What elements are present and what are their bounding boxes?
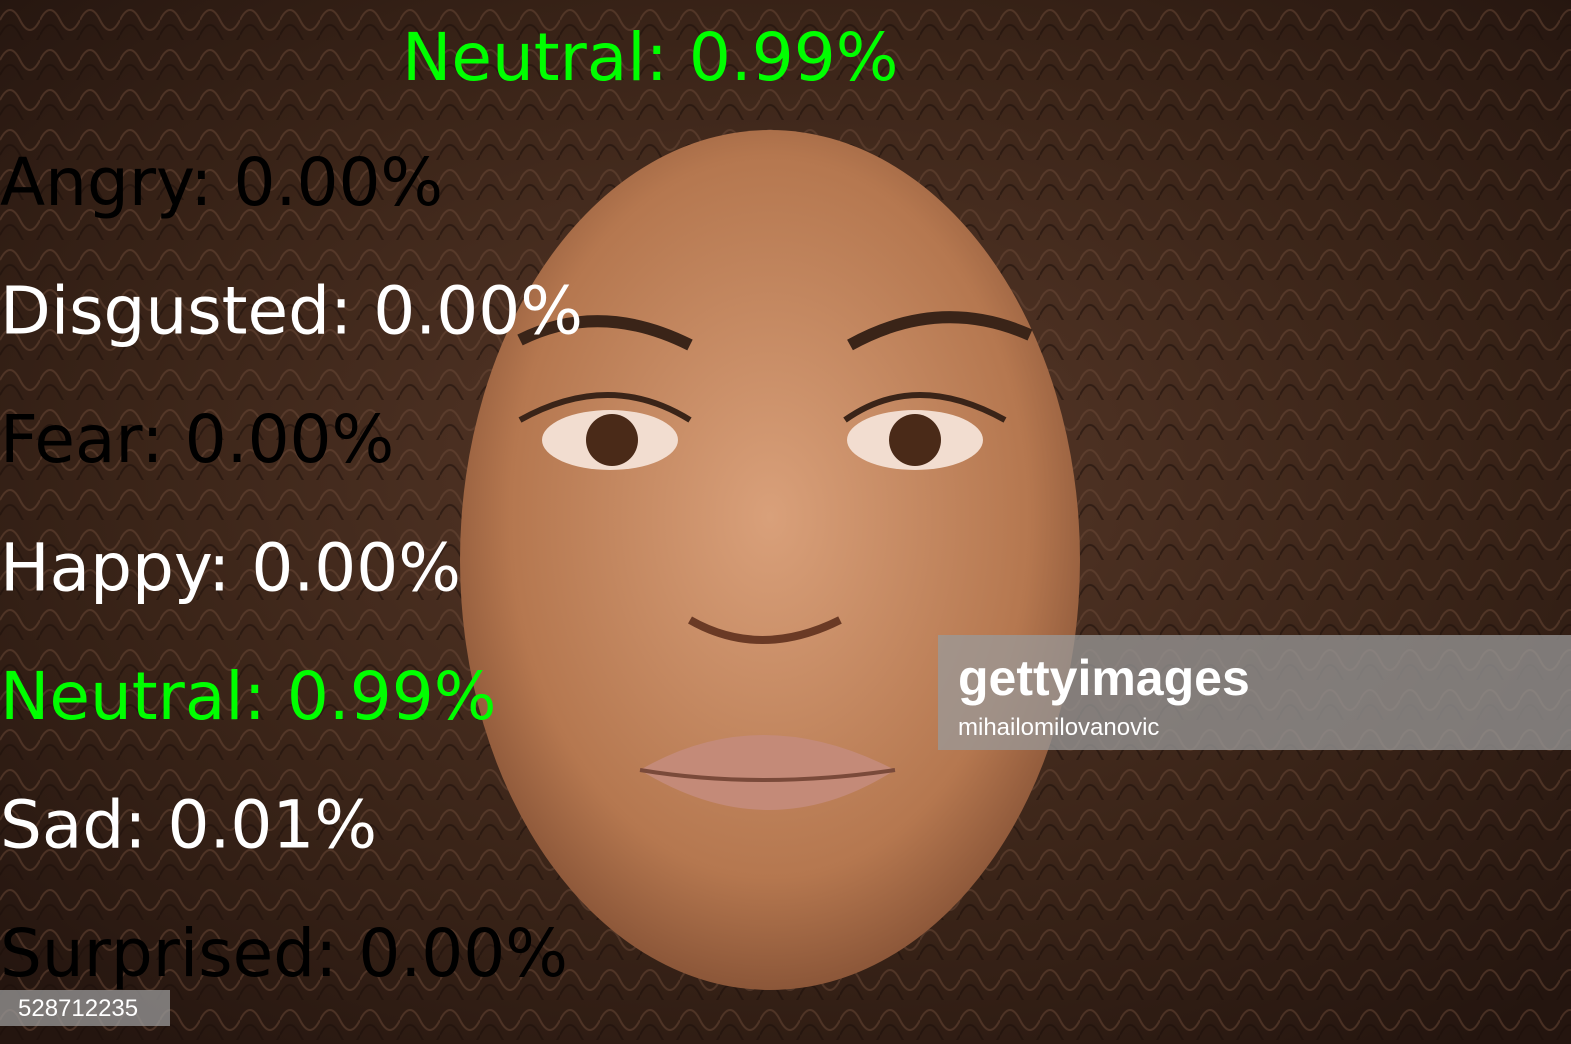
watermark-box	[938, 635, 1571, 750]
iris	[889, 414, 941, 466]
face	[460, 130, 1080, 990]
watermark-author: mihailomilovanovic	[958, 714, 1159, 741]
lips	[640, 735, 895, 810]
iris	[586, 414, 638, 466]
emotion-label: Surprised: 0.00%	[0, 915, 568, 992]
id-box	[0, 990, 170, 1026]
watermark-brand: gettyimages	[958, 650, 1250, 706]
emotion-list: Angry: 0.00% Disgusted: 0.00% Fear: 0.00% H…	[0, 144, 583, 992]
eyelid	[518, 392, 692, 423]
emotion-label: Disgusted: 0.00%	[0, 273, 583, 350]
eyebrow	[847, 311, 1033, 351]
emotion-label: Sad: 0.01%	[0, 787, 377, 864]
emotion-label: Happy: 0.00%	[0, 530, 461, 607]
eyelid	[843, 392, 1007, 423]
top-label: Neutral: 0.99%	[402, 19, 898, 96]
image-id: 528712235	[18, 995, 138, 1022]
nose	[688, 616, 842, 644]
emotion-label: Fear: 0.00%	[0, 401, 394, 478]
lip-line	[639, 768, 896, 782]
emotion-label: Neutral: 0.99%	[0, 658, 496, 735]
emotion-label: Angry: 0.00%	[0, 144, 443, 221]
eyebrow	[517, 315, 693, 351]
